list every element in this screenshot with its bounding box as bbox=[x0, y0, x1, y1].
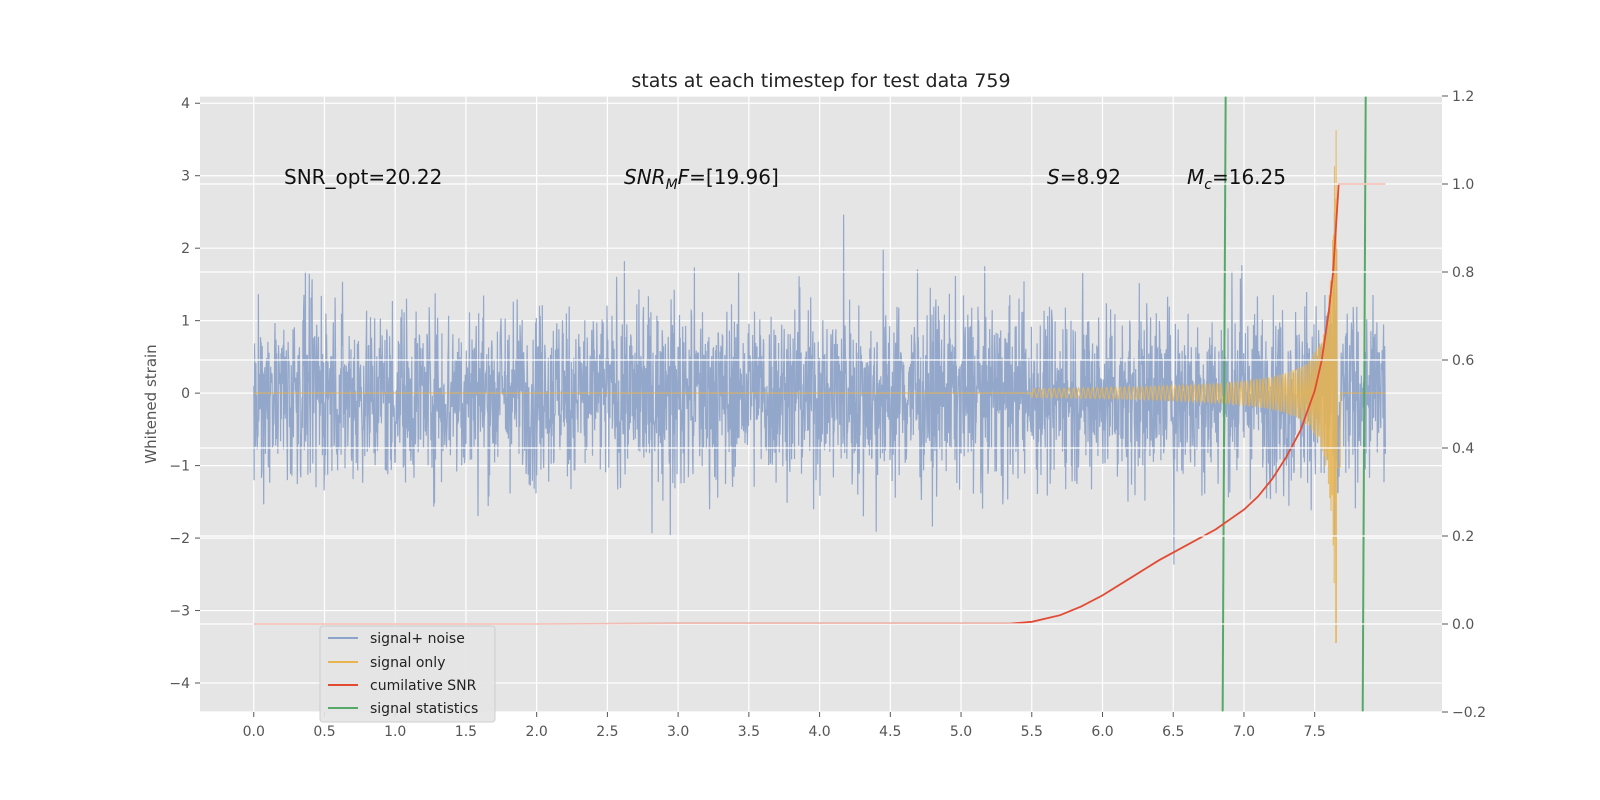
y2-tick-label: 0.0 bbox=[1452, 617, 1474, 633]
annotation-snr-mf-mid: F bbox=[678, 165, 690, 189]
x-tick-label: 4.0 bbox=[808, 724, 830, 740]
legend-label-signal-noise: signal+ noise bbox=[370, 631, 465, 647]
y2-tick-label: 0.4 bbox=[1452, 441, 1474, 457]
x-tick-label: 4.5 bbox=[879, 724, 901, 740]
series-signal-only bbox=[253, 130, 1386, 644]
annotation-mc: Mc=16.25 bbox=[1187, 165, 1286, 193]
annotation-snr-mf: SNRMF=[19.96] bbox=[624, 165, 779, 193]
y2-tick-label: −0.2 bbox=[1452, 705, 1486, 721]
series-signal-statistics-line bbox=[1361, 95, 1367, 713]
y-tick-label: −1 bbox=[169, 459, 190, 475]
annotation-mc-symbol: M bbox=[1187, 165, 1204, 189]
annotation-s-symbol: S bbox=[1047, 165, 1060, 189]
y-tick-label: 0 bbox=[181, 386, 190, 402]
x-tick-label: 6.5 bbox=[1162, 724, 1184, 740]
chart-title: stats at each timestep for test data 759 bbox=[631, 70, 1010, 92]
y-axis-label: Whitened strain bbox=[142, 344, 160, 463]
y2-tick-label: 1.2 bbox=[1452, 89, 1474, 105]
annotation-mc-sub: c bbox=[1204, 177, 1212, 193]
x-tick-label: 2.5 bbox=[596, 724, 618, 740]
annotation-s-value: =8.92 bbox=[1060, 165, 1121, 189]
annotation-snr-mf-sub: M bbox=[666, 177, 678, 193]
y-tick-label: 2 bbox=[181, 241, 190, 257]
legend-box bbox=[319, 625, 496, 723]
x-tick-label: 2.0 bbox=[526, 724, 548, 740]
y-tick-label: −2 bbox=[169, 531, 190, 547]
y2-tick-label: 1.0 bbox=[1452, 177, 1474, 193]
annotation-snr-opt: SNR_opt=20.22 bbox=[284, 165, 442, 189]
x-tick-label: 5.5 bbox=[1021, 724, 1043, 740]
x-tick-label: 0.0 bbox=[243, 724, 265, 740]
y-tick-label: 4 bbox=[181, 96, 190, 112]
legend-label-cumulative-snr: cumilative SNR bbox=[370, 678, 477, 694]
y-tick-label: −4 bbox=[169, 676, 190, 692]
series-signal-noise bbox=[253, 212, 1386, 565]
annotation-snr-mf-main: SNR bbox=[624, 165, 666, 189]
legend: signal+ noise signal only cumilative SNR… bbox=[319, 625, 496, 723]
annotation-mc-value: =16.25 bbox=[1212, 165, 1286, 189]
annotation-snr-mf-value: =[19.96] bbox=[689, 165, 779, 189]
right-grid bbox=[200, 95, 1442, 713]
x-tick-label: 7.0 bbox=[1233, 724, 1255, 740]
series-signal-statistics-line bbox=[1221, 95, 1227, 713]
y-tick-label: 3 bbox=[181, 169, 190, 185]
x-tick-label: 0.5 bbox=[313, 724, 335, 740]
y2-tick-label: 0.8 bbox=[1452, 265, 1474, 281]
x-tick-label: 5.0 bbox=[950, 724, 972, 740]
x-tick-label: 1.0 bbox=[384, 724, 406, 740]
annotation-s: S=8.92 bbox=[1047, 165, 1121, 189]
y2-tick-label: 0.2 bbox=[1452, 529, 1474, 545]
axes: 0.0 0.5 1.0 1.5 2.0 2.5 3.0 3.5 4.0 4.5 5.0 5.5 6.0 6… bbox=[169, 89, 1486, 740]
x-tick-label: 6.0 bbox=[1091, 724, 1113, 740]
legend-label-signal-only: signal only bbox=[370, 655, 445, 671]
y-tick-label: −3 bbox=[169, 604, 190, 620]
x-tick-label: 7.5 bbox=[1304, 724, 1326, 740]
legend-label-signal-statistics: signal statistics bbox=[370, 701, 478, 717]
y-tick-label: 1 bbox=[181, 314, 190, 330]
x-tick-label: 1.5 bbox=[455, 724, 477, 740]
x-tick-label: 3.0 bbox=[667, 724, 689, 740]
x-tick-label: 3.5 bbox=[738, 724, 760, 740]
y2-tick-label: 0.6 bbox=[1452, 353, 1474, 369]
